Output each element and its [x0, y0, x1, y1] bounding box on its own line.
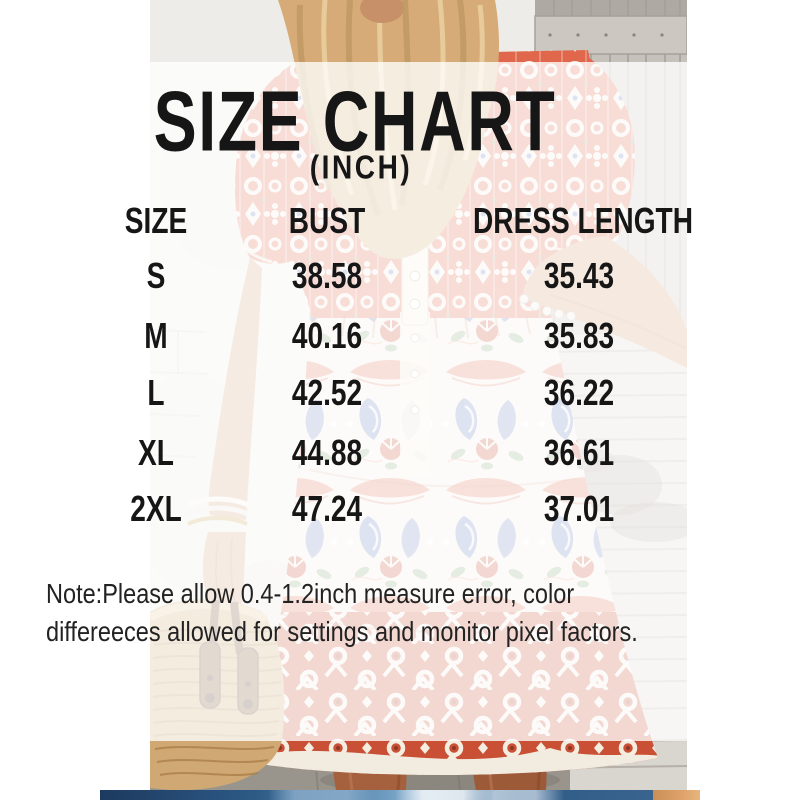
page-title: SIZE CHART	[153, 74, 557, 170]
next-image-preview-strip-tan	[653, 790, 700, 800]
bust-value: 44.88	[291, 432, 363, 473]
bust-value: 47.24	[291, 488, 363, 529]
dress-length-value: 37.01	[543, 488, 615, 529]
unit-label: (INCH)	[309, 148, 413, 186]
size-value: XL	[138, 432, 174, 473]
white-overlay	[150, 62, 687, 741]
dress-length-value: 35.83	[543, 315, 615, 356]
bust-value: 40.16	[291, 315, 363, 356]
measure-note-line-1: Note:Please allow 0.4-1.2inch measure er…	[46, 578, 575, 609]
column-header-dress-length: DRESS LENGTH	[473, 200, 693, 241]
dress-length-value: 35.43	[543, 255, 615, 296]
bust-value: 38.58	[291, 255, 363, 296]
size-value: 2XL	[130, 488, 182, 529]
size-value: M	[144, 315, 168, 356]
product-photo	[130, 0, 700, 794]
size-value: L	[147, 372, 165, 413]
next-image-preview-strip	[100, 790, 653, 800]
dress-length-value: 36.61	[543, 432, 615, 473]
column-header-size: SIZE	[124, 200, 188, 241]
measure-note-line-2: differeeces allowed for settings and mon…	[46, 616, 638, 647]
bust-value: 42.52	[291, 372, 363, 413]
dress-length-value: 36.22	[543, 372, 615, 413]
column-header-bust: BUST	[288, 200, 366, 241]
size-value: S	[146, 255, 166, 296]
photo-illustration	[130, 0, 700, 794]
